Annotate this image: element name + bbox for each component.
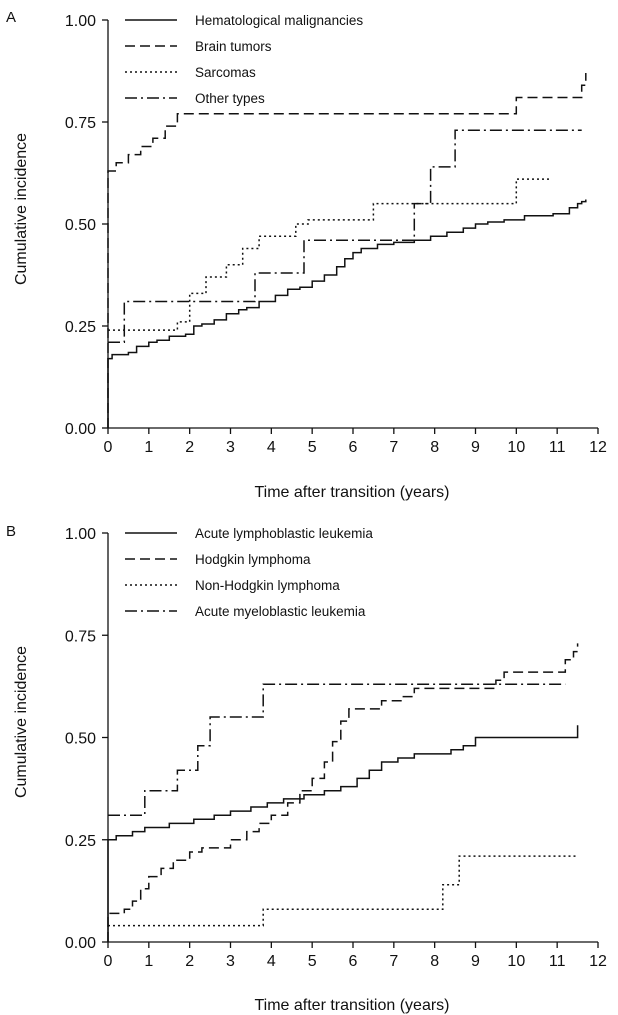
x-tick-label: 2 (185, 953, 194, 970)
x-tick-label: 7 (389, 953, 398, 970)
x-tick-label: 0 (104, 439, 113, 456)
y-tick-label: 0.50 (65, 731, 96, 748)
y-tick-label: 0.75 (65, 115, 96, 132)
y-tick-label: 0.00 (65, 935, 96, 952)
legend-label: Non-Hodgkin lymphoma (195, 578, 340, 593)
x-tick-label: 6 (349, 439, 358, 456)
y-tick-label: 0.00 (65, 421, 96, 438)
plot-area-a: 0 1 2 3 4 5 6 7 8 9 10 11 120.000.250.500.751.00 Hema… (65, 13, 607, 456)
series-line (108, 178, 549, 331)
panel-a: A Cumulative incidence Time after transi… (6, 9, 607, 501)
x-tick-label: 10 (507, 439, 525, 456)
x-tick-label: 3 (226, 439, 235, 456)
x-tick-label: 12 (589, 439, 607, 456)
y-tick-label: 0.50 (65, 217, 96, 234)
x-tick-label: 0 (104, 953, 113, 970)
x-tick-label: 1 (144, 439, 153, 456)
x-tick-label: 1 (144, 953, 153, 970)
legend-label: Hematological malignancies (195, 13, 363, 28)
legend-label: Hodgkin lymphoma (195, 552, 311, 567)
x-tick-label: 4 (267, 439, 276, 456)
legend-label: Brain tumors (195, 39, 272, 54)
series-line (107, 199, 587, 428)
y-tick-label: 1.00 (65, 13, 96, 30)
legend-label: Other types (195, 91, 265, 106)
plot-area-b: 0 1 2 3 4 5 6 7 8 9 10 11 120.000.250.500.751.00 Acut… (65, 526, 607, 970)
x-tick-label: 8 (430, 953, 439, 970)
x-axis-label: Time after transition (years) (254, 997, 449, 1014)
x-tick-label: 11 (549, 953, 566, 970)
series-line (108, 683, 566, 816)
x-tick-label: 2 (185, 439, 194, 456)
x-tick-label: 12 (589, 953, 607, 970)
legend-label: Acute myeloblastic leukemia (195, 604, 366, 619)
y-tick-label: 0.25 (65, 319, 96, 336)
x-tick-label: 5 (308, 953, 317, 970)
series-line (108, 129, 582, 344)
panel-label: B (6, 523, 16, 540)
x-tick-label: 10 (507, 953, 525, 970)
legend-label: Sarcomas (195, 65, 256, 80)
x-axis-label: Time after transition (years) (254, 484, 449, 501)
x-tick-label: 8 (430, 439, 439, 456)
x-tick-label: 7 (389, 439, 398, 456)
panel-b: B Cumulative incidence Time after transi… (6, 523, 607, 1014)
y-axis-label: Cumulative incidence (13, 646, 30, 798)
legend-label: Acute lymphoblastic leukemia (195, 526, 373, 541)
series-line (108, 855, 578, 927)
y-axis-label: Cumulative incidence (13, 133, 30, 285)
x-tick-label: 3 (226, 953, 235, 970)
x-tick-label: 6 (349, 953, 358, 970)
x-tick-label: 11 (549, 439, 566, 456)
series-line (107, 725, 579, 942)
panel-label: A (6, 9, 16, 26)
x-tick-label: 5 (308, 439, 317, 456)
y-tick-label: 1.00 (65, 526, 96, 543)
x-tick-label: 9 (471, 439, 480, 456)
x-tick-label: 4 (267, 953, 276, 970)
series-line (107, 643, 579, 942)
x-tick-label: 9 (471, 953, 480, 970)
y-tick-label: 0.75 (65, 628, 96, 645)
series-line (107, 73, 587, 428)
y-tick-label: 0.25 (65, 833, 96, 850)
